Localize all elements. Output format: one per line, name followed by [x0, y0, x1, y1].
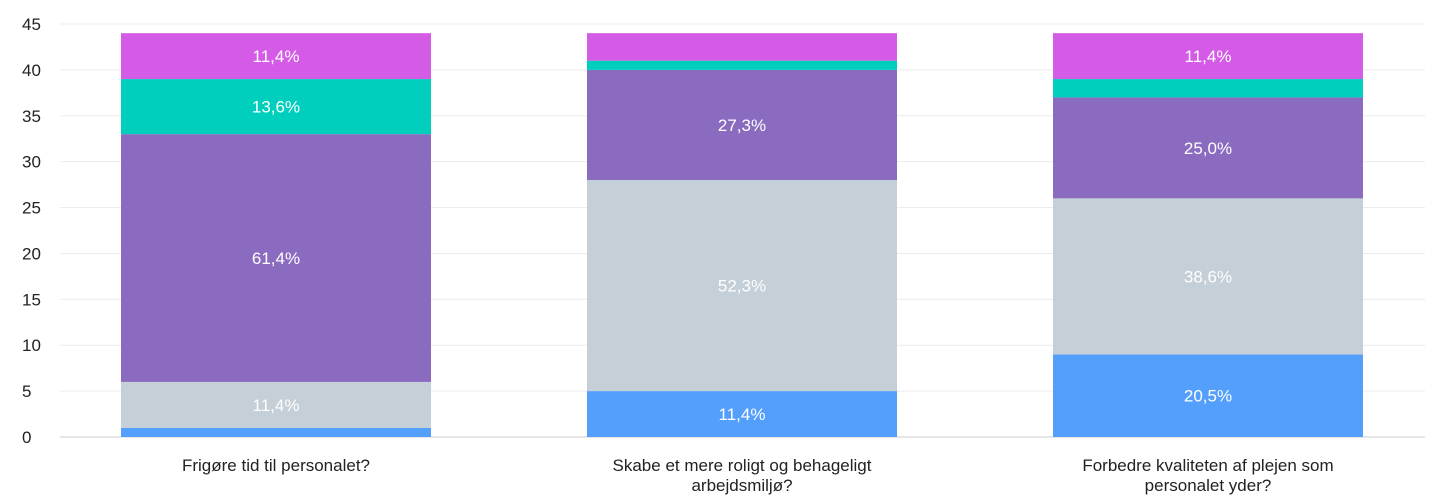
bars	[121, 33, 1363, 437]
data-label-1-0: 11,4%	[719, 405, 766, 424]
y-tick-label-0: 0	[22, 428, 31, 447]
bar-segment-0-4	[121, 33, 431, 80]
category-label-1-line-1: arbejdsmiljø?	[691, 476, 792, 495]
data-label-0-1: 11,4%	[253, 396, 300, 415]
category-label-0-line-0: Frigøre tid til personalet?	[182, 456, 370, 475]
bar-segment-1-1	[587, 180, 897, 392]
bar-segment-1-0	[587, 391, 897, 437]
y-tick-label-5: 5	[22, 382, 31, 401]
bar-segment-0-1	[121, 381, 431, 428]
data-label-2-0: 20,5%	[1184, 387, 1232, 406]
bar-segment-2-4	[1053, 33, 1363, 80]
data-label-0-3: 13,6%	[252, 98, 300, 117]
y-tick-label-35: 35	[22, 107, 41, 126]
data-label-0-4: 11,4%	[253, 47, 300, 66]
data-label-0-2: 61,4%	[252, 249, 300, 268]
y-tick-label-30: 30	[22, 153, 41, 172]
data-labels: 11,4% 61,4% 13,6% 11,4% 11,4% 52,3% 27,3% 20,5%…	[252, 47, 1232, 424]
bar-segment-2-2	[1053, 97, 1363, 199]
x-axis-categories: Frigøre tid til personalet? Skabe et mere…	[182, 456, 1334, 495]
data-label-2-4: 11,4%	[1185, 47, 1232, 66]
category-label-2-line-0: Forbedre kvaliteten af plejen som	[1082, 456, 1333, 475]
bar-segment-2-1	[1053, 198, 1363, 355]
bar-segment-0-3	[121, 79, 431, 135]
data-label-1-1: 52,3%	[718, 277, 766, 296]
bar-segment-1-4	[587, 33, 897, 61]
category-label-1-line-0: Skabe et mere roligt og behageligt	[613, 456, 872, 475]
y-tick-label-15: 15	[22, 290, 41, 309]
bar-segment-0-2	[121, 134, 431, 382]
y-tick-label-40: 40	[22, 61, 41, 80]
bar-segment-2-3	[1053, 79, 1363, 98]
y-axis-ticks: 0 5 10 15 20 25 30 35 40 45	[22, 15, 41, 447]
y-tick-label-20: 20	[22, 244, 41, 263]
category-label-2-line-1: personalet yder?	[1145, 476, 1272, 495]
bar-segment-1-3	[587, 60, 897, 70]
bar-segment-1-2	[587, 69, 897, 181]
data-label-2-2: 25,0%	[1184, 139, 1232, 158]
y-tick-label-10: 10	[22, 336, 41, 355]
data-label-1-2: 27,3%	[718, 116, 766, 135]
y-tick-label-25: 25	[22, 199, 41, 218]
bar-segment-0-0	[121, 427, 431, 437]
bar-segment-2-0	[1053, 354, 1363, 437]
data-label-2-1: 38,6%	[1184, 267, 1232, 286]
y-tick-label-45: 45	[22, 15, 41, 34]
